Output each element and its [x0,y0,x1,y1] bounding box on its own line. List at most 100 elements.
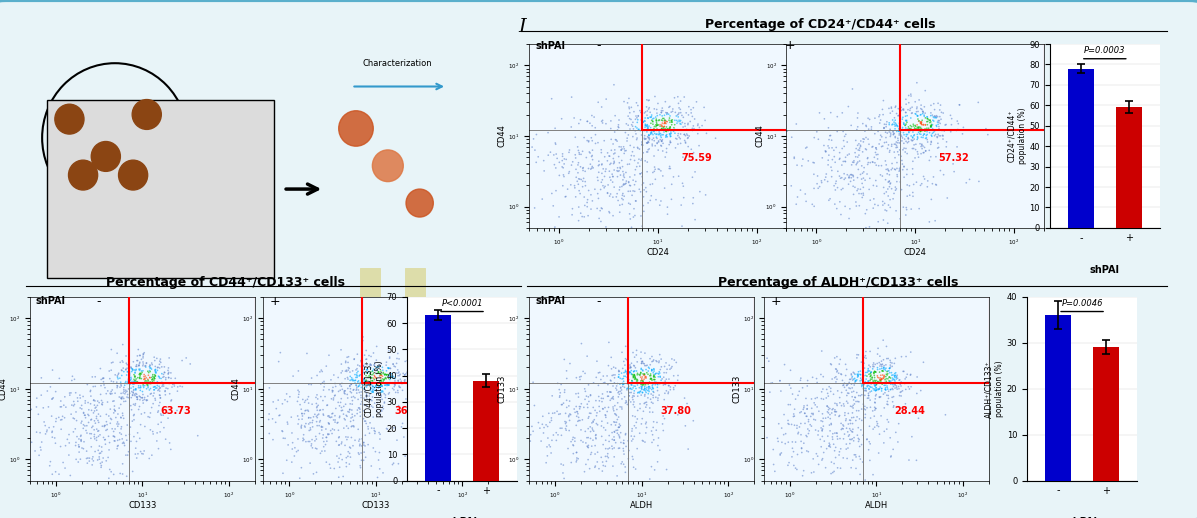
Point [332,404,351,412]
Point [834,142,853,151]
Point [819,413,838,422]
Point [851,185,870,193]
Point [859,125,879,133]
Point [620,363,639,371]
Point [317,401,336,410]
Point [78,422,97,430]
Point [849,109,868,117]
Point [654,426,673,435]
Point [864,368,883,377]
Point [834,169,853,178]
Point [151,394,170,402]
Point [880,170,899,179]
Point [601,388,620,396]
Point [870,393,889,401]
Point [308,395,327,403]
Point [616,354,636,363]
Point [542,95,561,103]
Point [115,387,134,395]
Point [649,369,668,378]
Point [609,423,628,431]
Point [836,379,855,387]
Point [861,403,880,411]
Point [352,363,371,371]
Point [367,407,387,415]
Point [90,442,109,450]
Point [30,428,49,437]
Point [136,359,156,367]
Point [915,172,934,181]
Point [361,396,381,404]
Point [632,359,651,367]
Point [145,356,164,365]
Point [329,441,348,449]
Point [613,182,632,191]
Point [621,384,640,393]
Point [625,370,644,379]
Point [865,423,885,431]
Point [807,450,826,458]
Point [640,134,660,142]
Point [873,367,892,375]
Point [889,420,909,428]
Point [603,435,622,443]
Point [600,387,619,396]
Point [918,177,937,185]
Point [293,434,312,442]
Point [293,395,312,404]
Point [610,380,630,388]
Point [593,161,612,169]
Point [613,145,632,153]
Point [632,124,651,133]
Point [56,441,75,450]
Point [139,378,158,386]
Point [408,380,427,388]
Point [912,126,931,135]
Point [856,127,875,135]
Point [591,482,610,490]
Point [162,445,181,454]
Point [821,443,840,451]
Point [122,394,141,402]
Point [381,376,400,384]
Point [581,434,600,442]
Point [645,376,664,384]
Point [140,454,159,463]
Point [479,445,498,453]
Point [608,196,627,205]
Point [660,110,679,118]
Point [916,121,935,129]
Point [609,366,628,375]
Point [673,111,692,120]
Point [840,384,859,393]
Point [818,177,837,185]
Point [636,120,655,128]
Point [360,419,379,427]
Point [868,365,887,373]
Point [591,422,610,430]
Point [113,439,132,448]
Point [531,437,551,445]
Point [934,170,953,179]
Point [886,231,905,239]
Point [85,401,104,409]
Point [85,416,104,425]
Point [865,392,885,400]
Point [621,363,640,371]
Point [834,435,853,443]
Point [347,369,366,377]
Point [610,163,630,171]
Point [901,136,920,144]
Point [912,101,931,109]
Point [801,421,820,429]
Point [925,126,944,134]
Point [348,350,367,358]
Point [350,381,369,389]
Point [634,399,654,408]
Point [863,407,882,415]
Point [78,380,97,388]
Point [399,387,418,395]
Point [839,432,858,440]
Point [602,365,621,373]
Point [895,135,915,143]
